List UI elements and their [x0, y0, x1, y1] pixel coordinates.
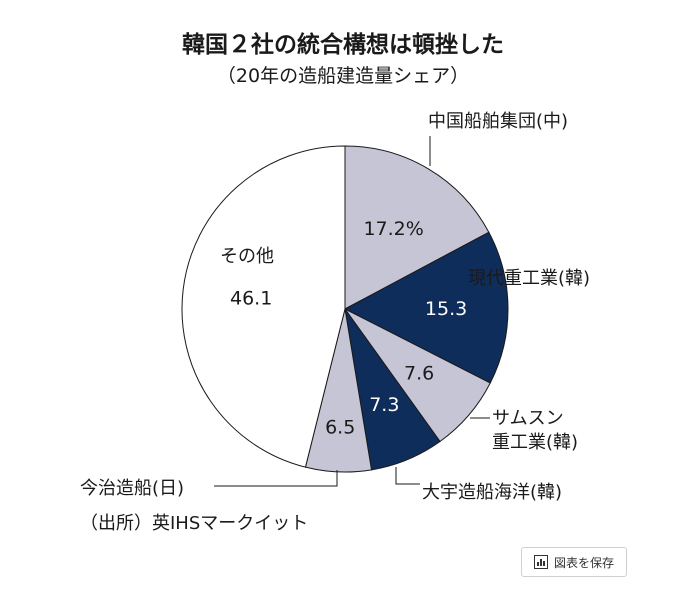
- slice-label-daewoo: 大宇造船海洋(韓): [422, 482, 562, 503]
- slice-value-label: 15.3: [425, 298, 467, 320]
- slice-label-samsung-line1: サムスン: [492, 408, 564, 429]
- slice-label-imabari: 今治造船(日): [80, 478, 184, 499]
- pie-slice: [343, 231, 509, 384]
- slice-value-label: 46.1: [230, 287, 272, 309]
- chart-title: 韓国２社の統合構想は頓挫した: [182, 31, 504, 58]
- bar-chart-icon: [533, 555, 548, 569]
- slice-value-label: 6.5: [325, 416, 355, 438]
- slice-value-label: 17.2%: [363, 218, 423, 240]
- slice-label-china: 中国船舶集団(中): [428, 111, 568, 132]
- slice-label-hyundai: 現代重工業(韓): [468, 268, 590, 289]
- slice-value-label: 7.6: [404, 363, 434, 385]
- chart-subtitle: （20年の造船建造量シェア）: [217, 65, 469, 87]
- pie-slice: [344, 145, 490, 310]
- leader-line-imabari: [214, 470, 338, 487]
- save-chart-label: 図表を保存: [553, 555, 614, 570]
- slice-value-label: 7.3: [369, 394, 399, 416]
- save-chart-button[interactable]: 図表を保存: [521, 547, 627, 577]
- pie-slice: [181, 145, 346, 468]
- source-note: （出所）英IHSマークイット: [80, 513, 308, 534]
- slice-label-other: その他: [220, 246, 274, 267]
- slice-label-samsung-line2: 重工業(韓): [492, 432, 578, 453]
- leader-line-daewoo: [395, 467, 420, 485]
